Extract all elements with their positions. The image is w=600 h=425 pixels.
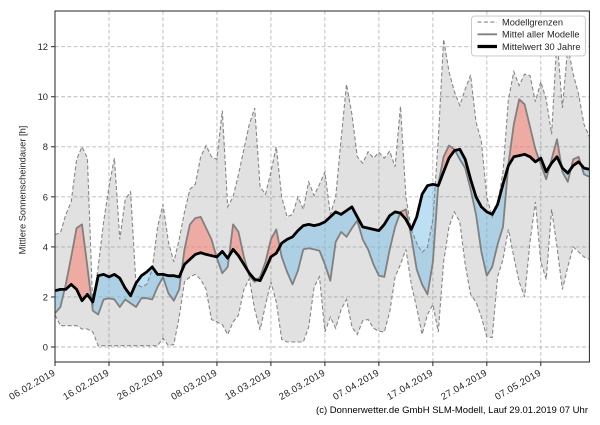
svg-text:Mittelwert 30 Jahre: Mittelwert 30 Jahre: [502, 42, 581, 52]
svg-text:8: 8: [43, 141, 48, 152]
svg-text:Modellgrenzen: Modellgrenzen: [502, 18, 563, 28]
svg-text:6: 6: [43, 191, 48, 202]
svg-text:4: 4: [43, 241, 48, 252]
svg-text:2: 2: [43, 291, 48, 302]
svg-text:(c) Donnerwetter.de GmbH SLM-M: (c) Donnerwetter.de GmbH SLM-Modell, Lau…: [316, 405, 588, 416]
svg-text:0: 0: [43, 341, 48, 352]
svg-text:12: 12: [38, 41, 48, 52]
svg-text:10: 10: [38, 91, 48, 102]
svg-text:Mittlere Sonnenscheindauer [h]: Mittlere Sonnenscheindauer [h]: [18, 126, 28, 255]
svg-text:Mittel aller Modelle: Mittel aller Modelle: [502, 30, 580, 40]
